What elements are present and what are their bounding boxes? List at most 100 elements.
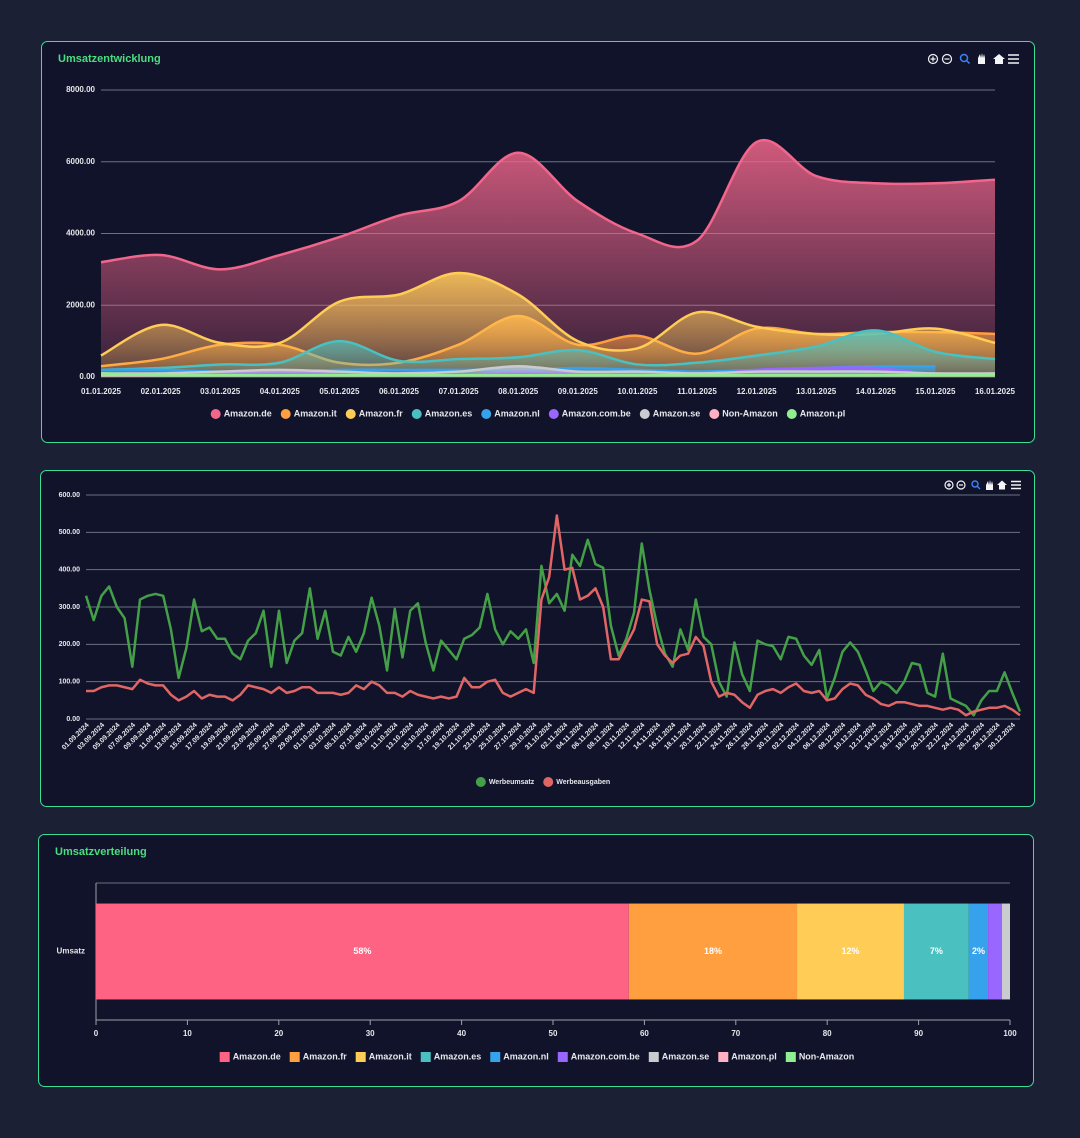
legend-label: Werbeausgaben: [556, 779, 610, 786]
legend-item: Amazon.com.be: [548, 408, 631, 419]
legend-marker: [718, 1052, 729, 1062]
zoom-in[interactable]: [927, 53, 939, 65]
legend-label: Non-Amazon: [722, 408, 778, 418]
x-tick-label: 12.01.2025: [737, 387, 778, 396]
legend-label: Amazon.com.be: [571, 1051, 640, 1061]
legend-label: Non-Amazon: [799, 1051, 855, 1061]
legend-label: Amazon.nl: [494, 408, 540, 418]
y-tick-label: 300.00: [59, 604, 81, 611]
x-tick-label: 0: [94, 1029, 99, 1038]
legend-marker: [548, 409, 559, 419]
toolbar: [927, 53, 1019, 65]
reset[interactable]: [997, 480, 1007, 490]
legend-marker: [411, 409, 422, 419]
series-line: [100, 364, 996, 375]
legend-marker: [219, 1052, 230, 1062]
x-tick-label: 50: [549, 1029, 558, 1038]
legend-item: Amazon.it: [355, 1051, 412, 1062]
x-tick-label: 30: [366, 1029, 375, 1038]
zoom-out[interactable]: [941, 53, 953, 65]
y-tick-label: 8000.00: [66, 85, 95, 94]
legend-label: Amazon.es: [425, 408, 473, 418]
x-tick-label: 01.01.2025: [81, 387, 122, 396]
x-tick-label: 100: [1003, 1029, 1017, 1038]
legend-item: Werbeausgaben: [543, 777, 610, 787]
x-tick-label: 16.01.2025: [975, 387, 1016, 396]
zoom[interactable]: [971, 480, 979, 488]
legend-label: Amazon.fr: [359, 408, 404, 418]
menu[interactable]: [1011, 480, 1021, 490]
value-label: 18%: [704, 946, 722, 956]
series-line: [100, 271, 996, 357]
pan[interactable]: [978, 53, 985, 64]
legend-item: Amazon.fr: [289, 1051, 348, 1062]
x-tick-label: 02.01.2025: [141, 387, 182, 396]
x-tick-label: 09.01.2025: [558, 387, 599, 396]
x-tick-label: 40: [457, 1029, 466, 1038]
value-label: 12%: [841, 946, 859, 956]
legend-label: Amazon.de: [233, 1051, 281, 1061]
legend-label: Amazon.fr: [303, 1051, 348, 1061]
x-tick-label: 20: [274, 1029, 283, 1038]
legend-marker: [289, 1052, 300, 1062]
legend-marker: [786, 409, 797, 419]
x-tick-label: 90: [914, 1029, 923, 1038]
legend-item: Amazon.de: [210, 408, 272, 419]
y-tick-label: 4000.00: [66, 229, 95, 238]
legend-item: Werbeumsatz: [475, 777, 535, 787]
legend-label: Amazon.it: [294, 408, 337, 418]
menu[interactable]: [1008, 54, 1019, 64]
legend-marker: [557, 1052, 568, 1062]
legend-label: Amazon.nl: [503, 1051, 549, 1061]
legend-marker: [490, 1052, 501, 1062]
legend-marker: [785, 1052, 796, 1062]
y-tick-label: 500.00: [59, 529, 81, 536]
series-line: [86, 514, 1021, 717]
bar-segment: [628, 903, 798, 1000]
series-line: [100, 329, 996, 372]
legend-marker: [543, 777, 554, 787]
legend-item: Non-Amazon: [709, 408, 778, 419]
chart-title: Umsatzverteilung: [55, 846, 147, 858]
legend-label: Werbeumsatz: [489, 779, 535, 786]
pan[interactable]: [986, 480, 993, 490]
legend-label: Amazon.de: [224, 408, 272, 418]
legend-item: Amazon.es: [411, 408, 473, 419]
legend-marker: [420, 1052, 431, 1062]
y-tick-label: 100.00: [59, 679, 81, 686]
legend-label: Amazon.pl: [731, 1051, 777, 1061]
legend-label: Amazon.it: [369, 1051, 412, 1061]
legend-marker: [709, 409, 720, 419]
value-label: 58%: [353, 946, 371, 956]
legend-marker: [481, 409, 492, 419]
legend-marker: [210, 409, 221, 419]
bar-segment: [903, 903, 969, 1000]
zoom-out[interactable]: [956, 480, 966, 490]
reset[interactable]: [993, 54, 1005, 64]
x-tick-label: 05.01.2025: [319, 387, 360, 396]
x-tick-label: 07.01.2025: [439, 387, 480, 396]
legend-marker: [345, 409, 356, 419]
zoom-in[interactable]: [944, 480, 954, 490]
legend: Werbeumsatz Werbeausgaben: [475, 777, 610, 787]
bar-segment: [96, 903, 629, 1000]
x-tick-label: 60: [640, 1029, 649, 1038]
bar-segment: [968, 903, 989, 1000]
legend-marker: [355, 1052, 366, 1062]
legend-label: Amazon.se: [662, 1051, 710, 1061]
x-tick-label: 10: [183, 1029, 192, 1038]
y-tick-label: 600.00: [59, 492, 81, 499]
legend-item: Amazon.fr: [345, 408, 404, 419]
legend-label: Amazon.se: [653, 408, 701, 418]
toolbar: [944, 480, 1021, 490]
legend-item: Amazon.se: [648, 1051, 710, 1062]
bar-segment: [1001, 903, 1010, 1000]
legend-item: Amazon.nl: [490, 1051, 549, 1062]
zoom[interactable]: [959, 53, 969, 63]
y-tick-label: Umsatz: [57, 947, 85, 956]
legend-item: Amazon.pl: [786, 408, 845, 419]
legend-item: Amazon.es: [420, 1051, 481, 1062]
bar-segment: [988, 903, 1002, 1000]
bar-segment: [797, 903, 904, 1000]
y-tick-label: 200.00: [59, 641, 81, 648]
